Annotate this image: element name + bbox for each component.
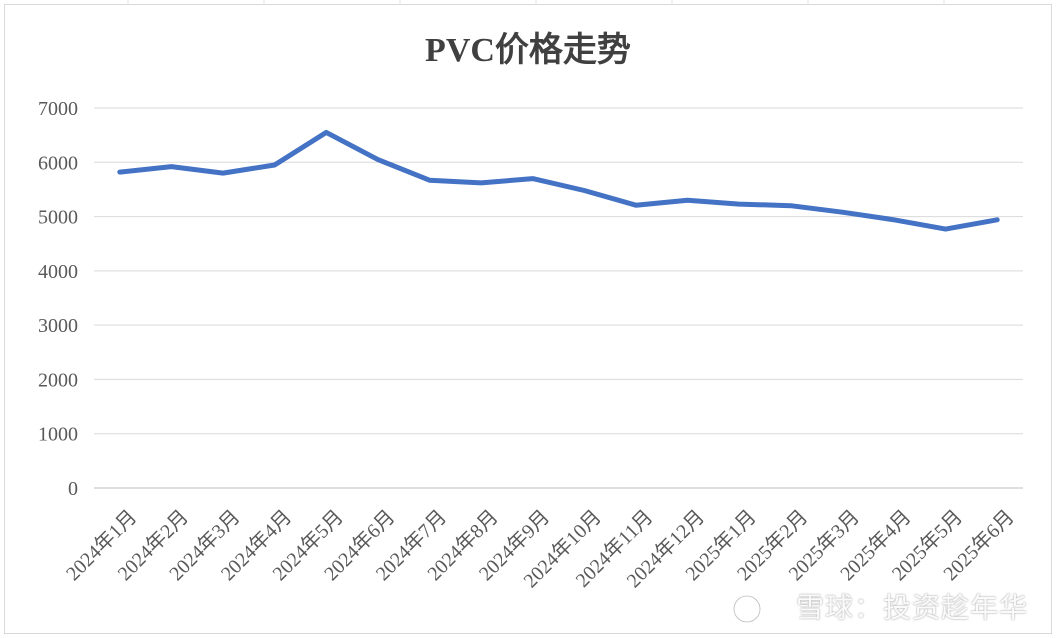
y-tick-label: 5000 <box>38 207 78 229</box>
y-tick-label: 0 <box>68 478 78 500</box>
y-axis-ticks: 0 1000 2000 3000 4000 5000 6000 7000 <box>38 98 78 500</box>
y-tick-label: 3000 <box>38 315 78 337</box>
chart-area <box>4 4 1052 634</box>
y-tick-label: 6000 <box>38 152 78 174</box>
chart-title: PVC价格走势 <box>425 32 631 69</box>
watermark-text: 雪球：投资趁年华 <box>795 591 1028 624</box>
y-tick-label: 2000 <box>38 369 78 391</box>
y-tick-label: 1000 <box>38 424 78 446</box>
x-axis-ticks: 2024年1月2024年2月2024年3月2024年4月2024年5月2024年… <box>61 505 1018 592</box>
y-tick-label: 4000 <box>38 261 78 283</box>
series-layer <box>117 129 1000 232</box>
series-line <box>117 129 1000 232</box>
y-tick-label: 7000 <box>38 98 78 120</box>
snowball-logo-icon <box>732 594 762 624</box>
gridlines <box>94 107 1023 489</box>
